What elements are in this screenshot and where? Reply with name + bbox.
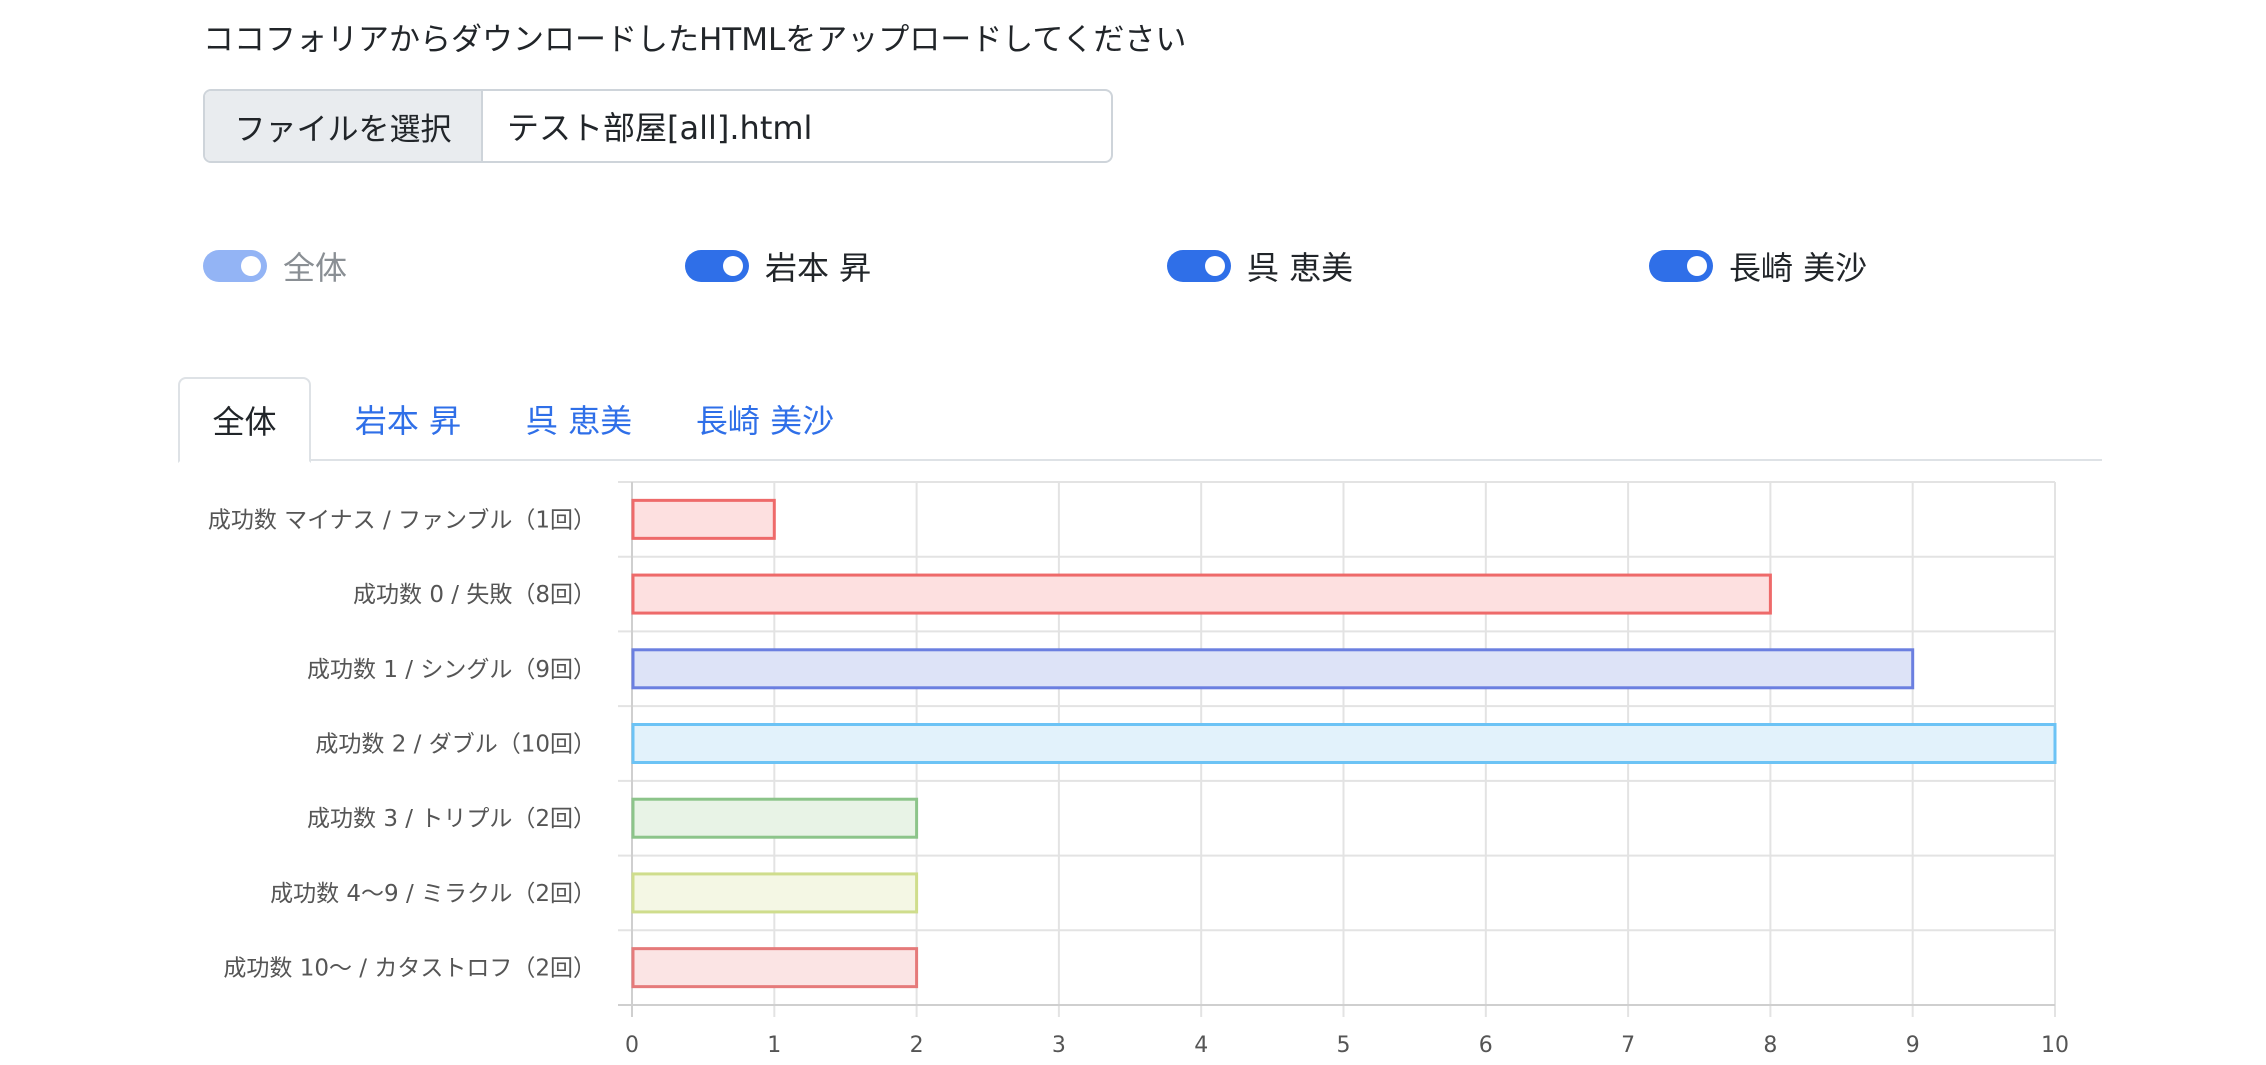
- bar: [631, 872, 919, 914]
- switch-label: 全体: [283, 249, 348, 287]
- bar: [631, 797, 919, 839]
- x-tick-label: 5: [1337, 1033, 1351, 1058]
- tab-player-1[interactable]: 岩本 昇: [354, 402, 462, 440]
- choose-file-button[interactable]: ファイルを選択: [205, 91, 483, 161]
- tab-player-2[interactable]: 呉 恵美: [525, 402, 633, 440]
- category-label: 成功数 2 / ダブル（10回）: [315, 732, 596, 758]
- x-tick-label: 1: [767, 1033, 781, 1058]
- player-switches: 全体 岩本 昇 呉 恵美 長崎 美沙: [0, 236, 2266, 296]
- category-label: 成功数 1 / シングル（9回）: [307, 657, 596, 683]
- bar: [631, 648, 1915, 690]
- switch-label: 岩本 昇: [765, 249, 872, 287]
- x-tick-label: 8: [1763, 1033, 1777, 1058]
- toggle-switch[interactable]: [1167, 250, 1231, 282]
- switch-all[interactable]: 全体: [203, 236, 347, 296]
- bar: [631, 947, 919, 989]
- player-tabs: 全体 岩本 昇 呉 恵美 長崎 美沙: [178, 377, 2102, 463]
- x-tick-label: 2: [910, 1033, 924, 1058]
- toggle-switch[interactable]: [1649, 250, 1713, 282]
- x-tick-label: 4: [1194, 1033, 1208, 1058]
- switch-player-1[interactable]: 岩本 昇: [685, 236, 871, 296]
- category-label: 成功数 マイナス / ファンブル（1回）: [208, 507, 596, 533]
- x-tick-label: 0: [625, 1033, 639, 1058]
- x-tick-label: 10: [2041, 1033, 2069, 1058]
- toggle-switch[interactable]: [685, 250, 749, 282]
- category-label: 成功数 3 / トリプル（2回）: [307, 806, 596, 832]
- switch-player-2[interactable]: 呉 恵美: [1167, 236, 1353, 296]
- bar: [631, 723, 2057, 764]
- category-label: 成功数 10〜 / カタストロフ（2回）: [223, 956, 596, 982]
- selected-file-name: テスト部屋[all].html: [507, 109, 813, 147]
- x-tick-label: 3: [1052, 1033, 1066, 1058]
- category-label: 成功数 0 / 失敗（8回）: [353, 582, 596, 608]
- x-tick-label: 6: [1479, 1033, 1493, 1058]
- x-tick-label: 7: [1621, 1033, 1635, 1058]
- switch-player-3[interactable]: 長崎 美沙: [1649, 236, 1867, 296]
- category-label: 成功数 4〜9 / ミラクル（2回）: [270, 881, 596, 907]
- tab-all[interactable]: 全体: [178, 377, 311, 463]
- tab-player-3[interactable]: 長崎 美沙: [695, 402, 835, 440]
- bar: [631, 498, 776, 540]
- switch-label: 長崎 美沙: [1729, 249, 1868, 287]
- upload-instruction: ココフォリアからダウンロードしたHTMLをアップロードしてください: [203, 22, 1187, 58]
- file-input[interactable]: ファイルを選択 テスト部屋[all].html: [203, 89, 1113, 163]
- toggle-switch[interactable]: [203, 250, 267, 282]
- x-tick-label: 9: [1906, 1033, 1920, 1058]
- bar: [631, 573, 1772, 615]
- switch-label: 呉 恵美: [1247, 249, 1354, 287]
